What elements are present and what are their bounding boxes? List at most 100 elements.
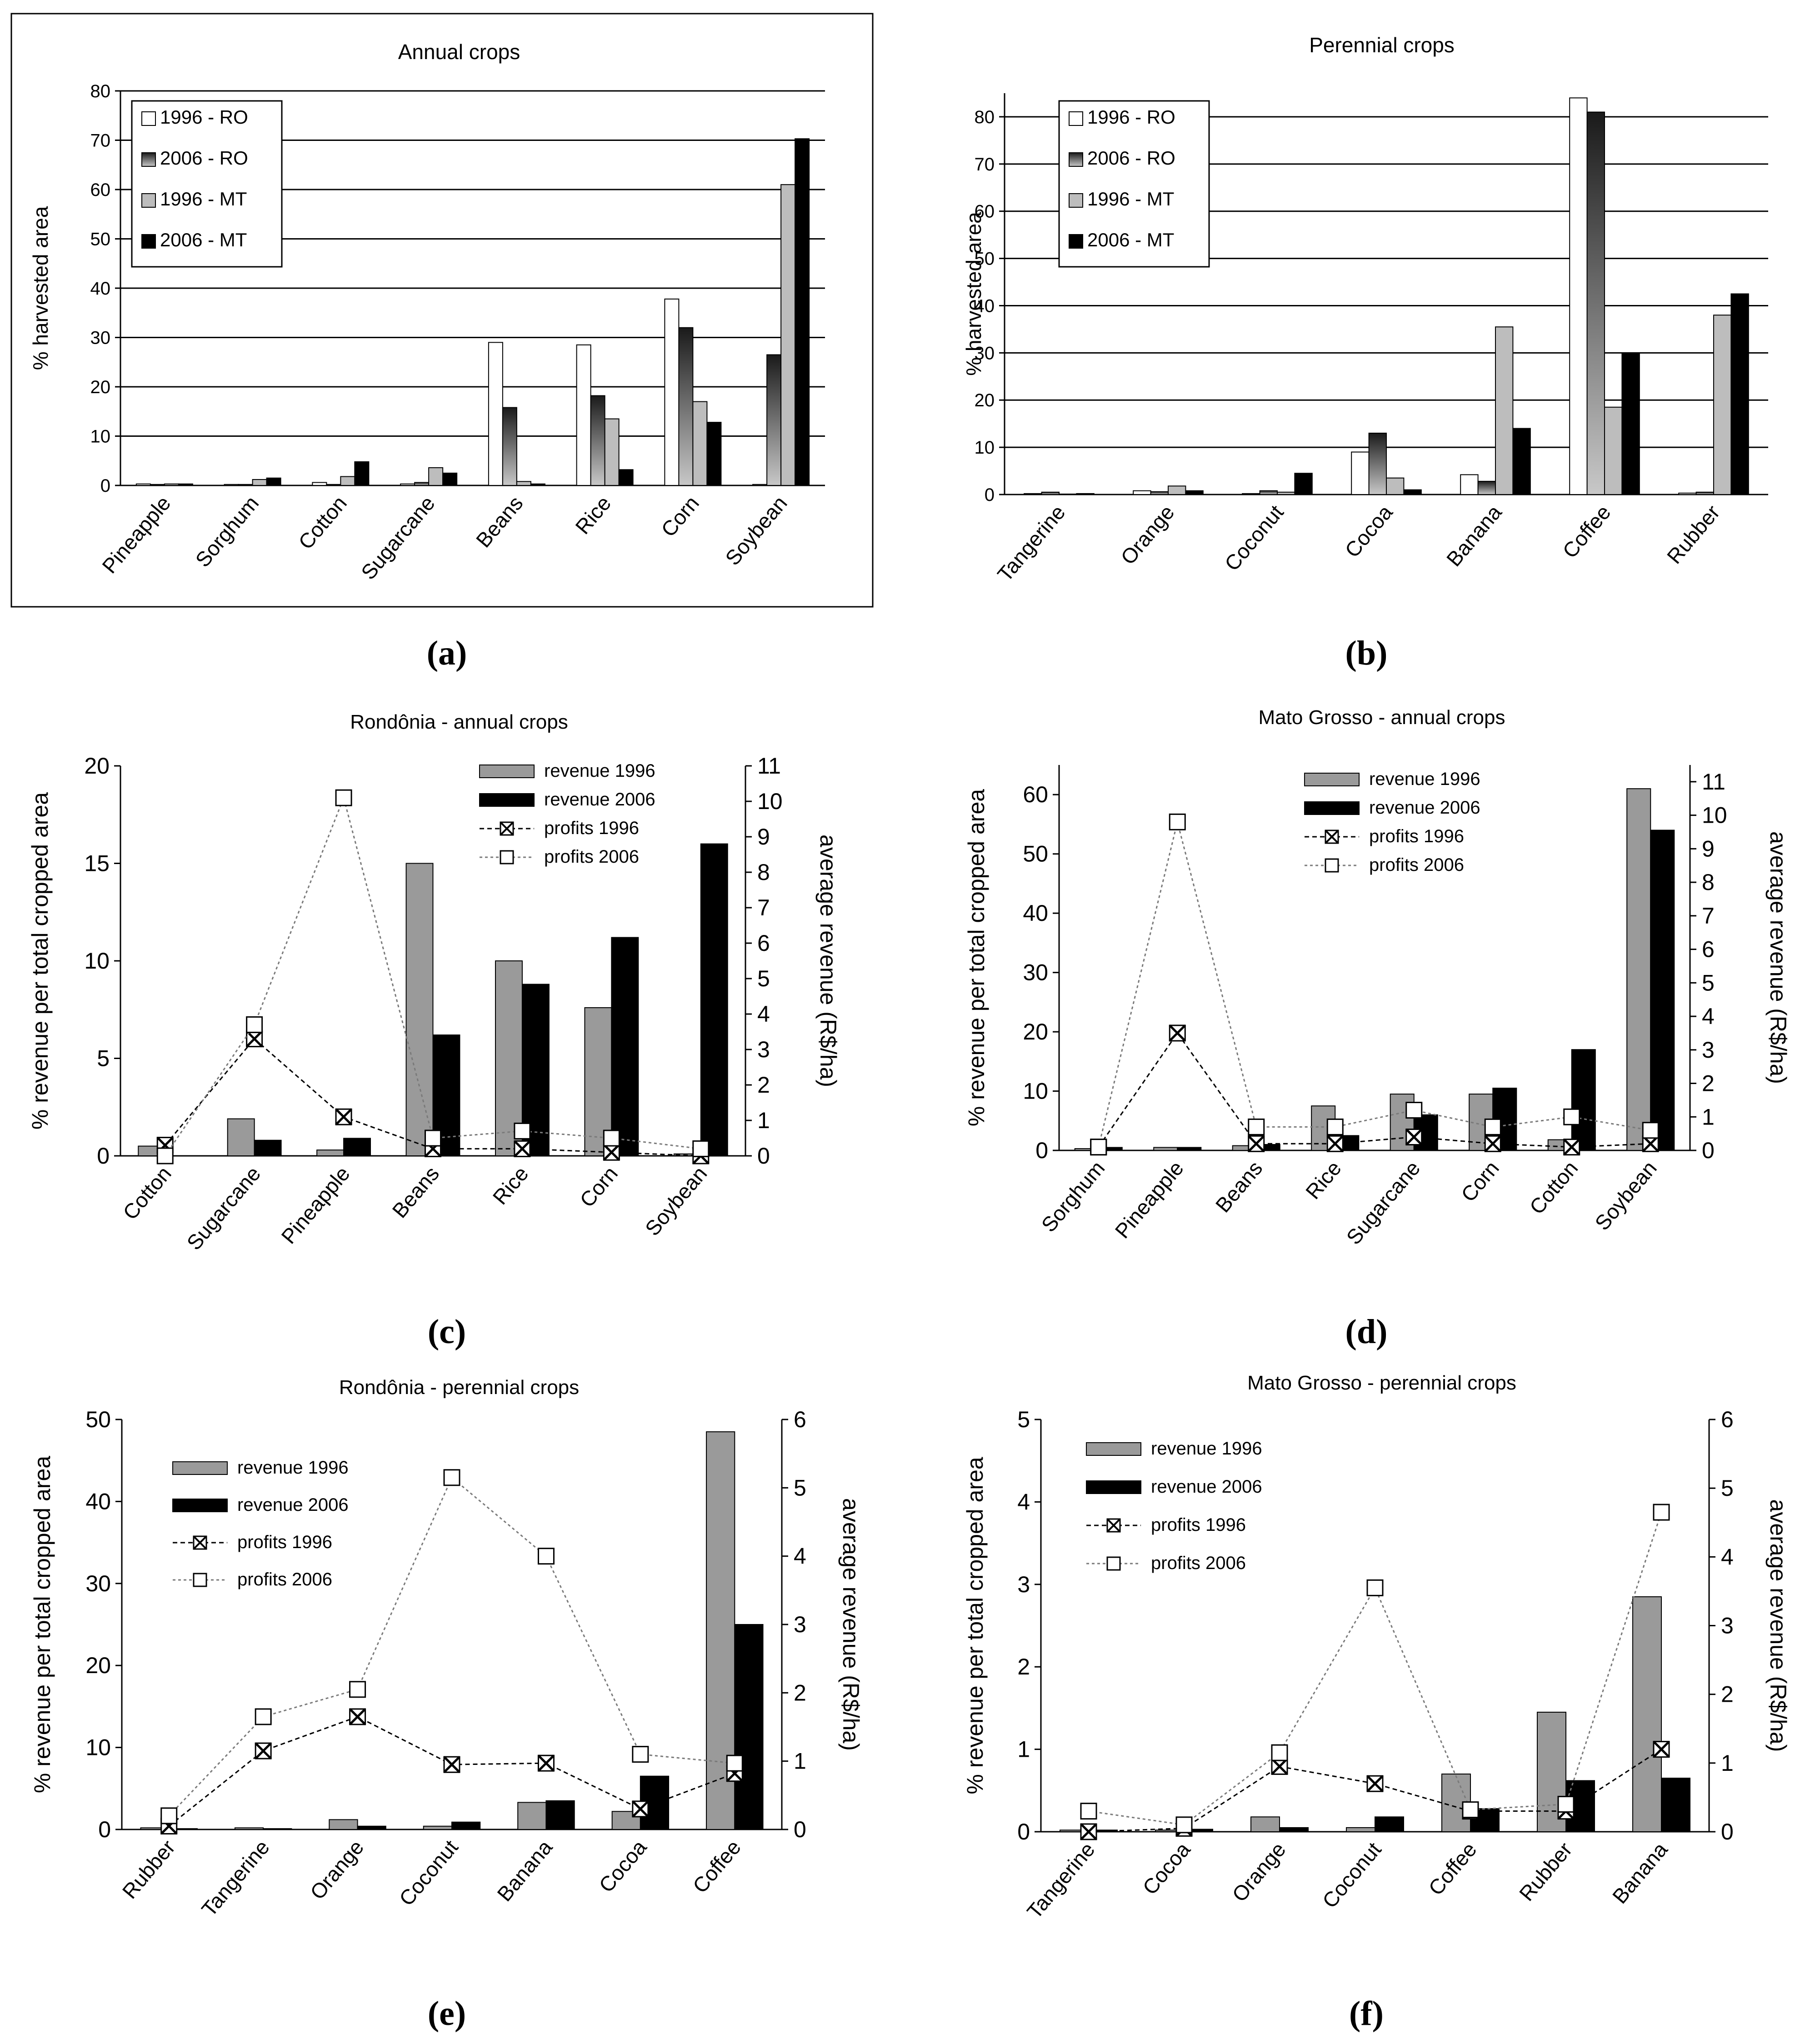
category-label: Cotton [294,491,351,554]
marker-profits-2006 [1090,1139,1107,1156]
bar-revenue-2006 [1177,1147,1202,1151]
y-tick-label: 40 [1023,900,1048,926]
marker-profits-1996-x [443,1756,460,1773]
legend-label: 1996 - RO [160,106,248,128]
category-label: Coconut [1318,1838,1386,1913]
bar-1996-mt [428,467,444,486]
y-axis-label: % revenue per total cropped area [30,1456,55,1793]
bar-1996-mt [1713,315,1732,495]
bar-2006-mt [266,477,281,486]
y-tick-label: 30 [90,328,111,348]
bar-1996-ro [576,344,591,486]
legend-swatch [1304,773,1360,786]
y-tick-label: 5 [1017,1407,1030,1432]
legend-label: 2006 - RO [1087,147,1175,169]
y-tick-label: 0 [1035,1138,1048,1163]
bar-1996-ro [1569,97,1588,495]
category-label: Coffee [1424,1838,1481,1900]
category-label: Coconut [395,1835,463,1910]
legend [131,100,283,268]
bar-1996-mt [1059,493,1077,495]
legend-swatch [479,793,535,807]
category-label: Cocoa [1138,1838,1195,1899]
y-tick-label: 10 [90,427,111,447]
y-tick-label: 10 [975,438,995,458]
category-label: Cocoa [1340,500,1397,562]
y-tick-label: 70 [90,131,111,151]
y-tick-label: 0 [100,476,110,496]
y2-axis-label: average revenue (R$/ha) [1765,1499,1791,1752]
bar-revenue-1996 [1250,1816,1280,1832]
y2-tick-label: 11 [1702,769,1725,795]
chart-title: Rondônia - annual crops [350,711,568,733]
bar-1996-mt [780,184,796,486]
marker-profits-2006 [1405,1102,1423,1119]
legend-swatch [1069,152,1083,167]
y2-tick-label: 7 [757,895,770,920]
category-label: Corn [575,1162,622,1212]
legend-swatch [141,193,156,208]
bar-2006-ro [1477,480,1496,495]
marker-profits-2006 [1462,1801,1479,1819]
y2-tick-label: 3 [794,1612,806,1637]
y2-tick-label: 1 [794,1749,806,1774]
bar-2006-mt [1403,489,1422,495]
y-axis-label: % revenue per total cropped area [964,789,989,1126]
category-label: Corn [1456,1156,1504,1206]
category-label: Coffee [688,1835,745,1898]
legend-marker-x [500,821,514,836]
category-label: Banana [1442,500,1506,571]
y-tick-label: 4 [1017,1489,1030,1514]
legend-swatch [1086,1442,1141,1456]
category-label: Tangerine [993,500,1070,586]
bar-1996-ro [1242,493,1260,495]
y-tick-label: 60 [1023,782,1048,807]
y-tick-label: 80 [975,107,995,127]
bar-revenue-2006 [545,1800,575,1830]
bar-revenue-2006 [1279,1827,1309,1832]
bar-1996-ro [664,298,680,486]
marker-profits-2006 [603,1129,620,1147]
category-label: Soybean [640,1162,712,1240]
bar-revenue-1996 [1346,1827,1375,1832]
bar-1996-ro [135,483,151,486]
bar-2006-mt [795,138,810,486]
y-tick-label: 40 [85,1489,111,1514]
category-label: Cotton [118,1162,176,1224]
marker-profits-2006 [1557,1796,1575,1813]
marker-profits-1996-x [632,1800,649,1818]
y2-tick-label: 2 [757,1072,770,1098]
y-tick-label: 50 [85,1407,111,1432]
bar-2006-ro [678,327,694,486]
y2-tick-label: 11 [757,753,781,779]
legend-label: profits 2006 [1151,1553,1246,1573]
category-label: Sugarcane [182,1162,265,1254]
legend-label: revenue 2006 [1369,798,1480,818]
y2-tick-label: 5 [757,966,770,991]
y2-tick-label: 2 [794,1680,806,1705]
bar-2006-mt [530,483,545,486]
bar-1996-ro [488,342,503,486]
bar-1996-ro [1133,490,1151,495]
panel-label-d: (d) [1345,1313,1388,1351]
y-tick-label: 40 [90,279,111,299]
legend-marker [193,1573,207,1587]
legend-swatch [1086,1480,1141,1494]
y-tick-label: 60 [90,180,111,200]
y2-tick-label: 10 [757,789,783,814]
category-label: Beans [1211,1156,1267,1217]
bar-2006-ro [1695,491,1715,495]
y2-tick-label: 1 [1702,1104,1715,1129]
legend [1058,100,1210,268]
marker-profits-2006 [425,1129,441,1147]
category-label: Corn [656,491,704,541]
bar-2006-ro [590,395,605,486]
y-axis-label: % revenue per total cropped area [27,792,53,1129]
legend-label: profits 1996 [1151,1515,1246,1535]
panel-label-e: (e) [428,1994,466,2033]
category-label: Sugarcane [1342,1156,1425,1249]
y2-tick-label: 5 [1721,1475,1734,1501]
legend-marker [500,850,514,865]
bar-revenue-2006 [1375,1816,1404,1832]
bar-2006-mt [354,461,370,486]
